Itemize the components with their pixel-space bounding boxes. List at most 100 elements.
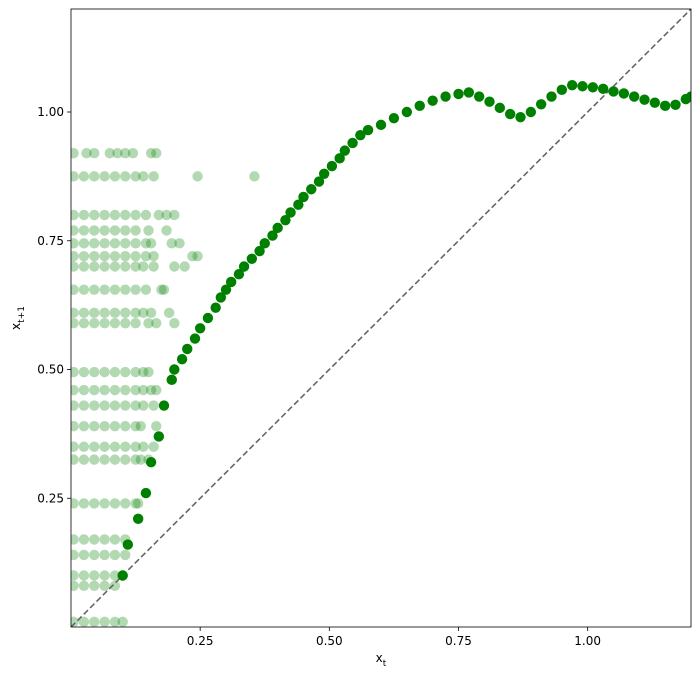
curve-point: [515, 111, 526, 123]
scatter-point: [148, 441, 159, 452]
curve-point: [639, 94, 650, 105]
scatter-point: [148, 251, 159, 262]
curve-point: [494, 102, 506, 114]
curve-point: [362, 124, 374, 136]
scatter-point: [71, 148, 79, 159]
scatter-point: [120, 317, 131, 329]
x-tick-label: 1.00: [574, 634, 601, 648]
scatter-point: [71, 209, 79, 221]
scatter-point: [145, 238, 157, 249]
scatter-point: [109, 400, 121, 411]
scatter-point: [78, 238, 90, 249]
scatter-point: [148, 171, 159, 182]
y-label-main: x: [9, 323, 23, 330]
curve-point: [608, 86, 619, 97]
curve-point: [355, 129, 366, 141]
scatter-point: [89, 454, 100, 465]
scatter-point: [78, 549, 90, 561]
scatter-point: [156, 284, 167, 295]
scatter-point: [130, 251, 141, 262]
x-tick-label: 0.75: [445, 634, 472, 648]
scatter-point: [99, 441, 110, 452]
scatter-point: [130, 209, 141, 221]
scatter-point: [71, 251, 79, 262]
scatter-point: [109, 441, 121, 452]
scatter-point: [161, 209, 172, 221]
scatter-point: [130, 171, 141, 182]
curve-point: [473, 91, 485, 102]
curve-point: [182, 343, 193, 355]
scatter-point: [169, 261, 180, 272]
scatter-point: [71, 420, 79, 432]
scatter-point: [78, 498, 90, 509]
curve-point: [254, 245, 265, 257]
curve-point: [202, 312, 214, 324]
scatter-point: [71, 366, 79, 378]
curve-point: [158, 400, 170, 411]
scatter-point: [112, 148, 123, 159]
scatter-point: [99, 384, 110, 396]
curve-point: [225, 276, 237, 288]
curve-point: [670, 99, 681, 110]
scatter-point: [89, 549, 100, 561]
scatter-point: [161, 225, 172, 236]
scatter-point: [99, 454, 110, 465]
curve-point: [169, 364, 180, 375]
scatter-point: [89, 307, 100, 319]
scatter-point: [78, 261, 90, 272]
scatter-point: [130, 307, 141, 319]
scatter-point: [138, 171, 149, 182]
scatter-point: [109, 454, 121, 465]
scatter-point: [138, 384, 149, 396]
x-label-sub: t: [383, 659, 387, 669]
curve-point: [272, 222, 283, 234]
curve-point: [414, 100, 425, 112]
scatter-point: [130, 238, 141, 249]
scatter-point: [81, 148, 92, 159]
scatter-point: [140, 238, 152, 249]
curve-point: [298, 191, 309, 203]
scatter-point: [130, 498, 141, 509]
x-axis-label: xt: [376, 651, 387, 669]
curve-point: [280, 214, 291, 226]
scatter-point: [78, 570, 90, 581]
scatter-point: [109, 317, 121, 329]
scatter-point: [120, 384, 131, 396]
scatter-point: [249, 171, 260, 182]
curve-point: [326, 160, 338, 172]
scatter-point: [78, 616, 90, 627]
curve-point: [238, 261, 250, 272]
scatter-point: [135, 454, 146, 465]
scatter-point: [109, 171, 121, 182]
scatter-point: [109, 225, 121, 236]
curve-point: [577, 81, 588, 92]
scatter-point: [78, 384, 90, 396]
curve-point: [306, 184, 317, 195]
scatter-point: [130, 225, 141, 236]
scatter-point: [109, 580, 121, 591]
curve-point: [463, 87, 475, 98]
scatter-point: [140, 251, 152, 262]
scatter-point: [109, 261, 121, 272]
scatter-point: [99, 400, 110, 411]
curve-point: [318, 168, 330, 179]
scatter-point: [120, 209, 131, 221]
scatter-point: [109, 307, 121, 319]
scatter-point: [99, 209, 110, 221]
scatter-point: [143, 317, 154, 329]
scatter-point: [89, 384, 100, 396]
scatter-point: [130, 384, 141, 396]
curve-point: [685, 91, 691, 102]
scatter-point: [130, 454, 141, 465]
scatter-point: [99, 570, 110, 581]
scatter-point: [99, 534, 110, 545]
scatter-point: [78, 209, 90, 221]
scatter-point: [120, 238, 131, 249]
scatter-point: [89, 580, 100, 591]
curve-point: [132, 513, 144, 525]
scatter-point: [71, 454, 79, 465]
scatter-point: [109, 251, 121, 262]
curve-point: [401, 106, 413, 118]
scatter-point: [71, 441, 79, 452]
